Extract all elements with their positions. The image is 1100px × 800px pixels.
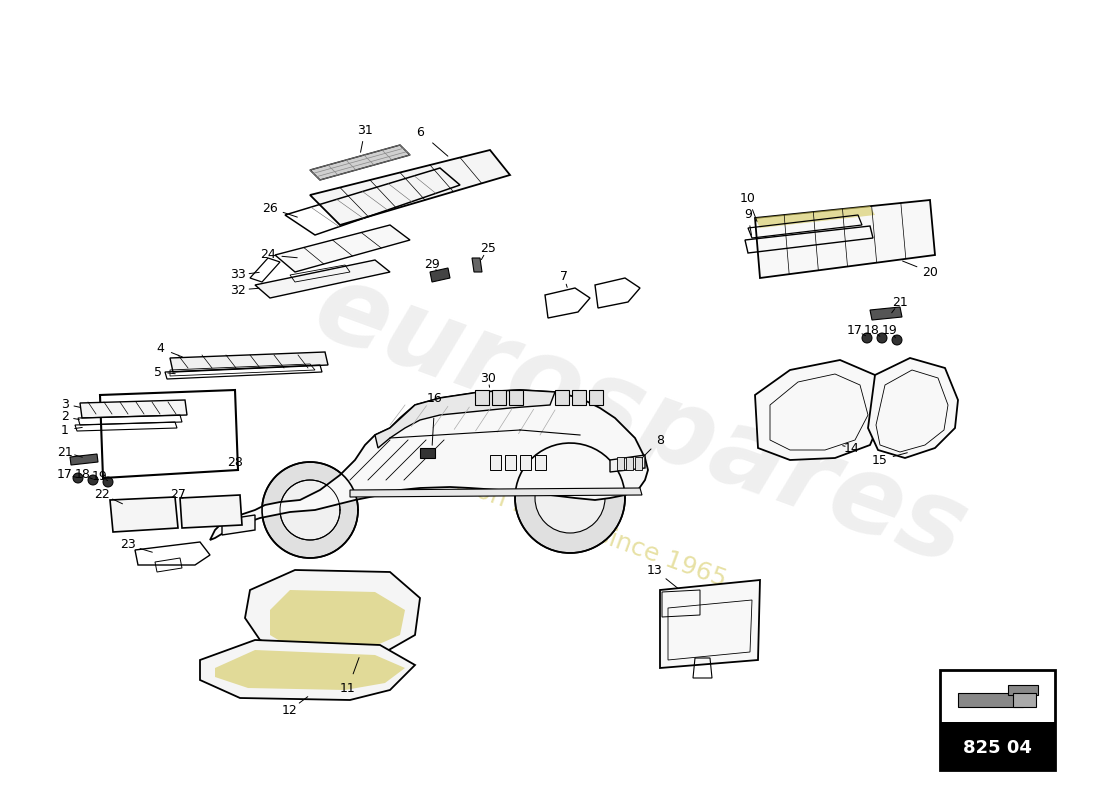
Text: 825 04: 825 04 (964, 739, 1032, 757)
Text: 18: 18 (865, 323, 880, 337)
Text: 29: 29 (425, 258, 440, 271)
Text: 7: 7 (560, 270, 568, 283)
Polygon shape (275, 225, 410, 272)
Polygon shape (222, 515, 255, 535)
Circle shape (892, 335, 902, 345)
Text: 2: 2 (62, 410, 69, 423)
Polygon shape (755, 206, 874, 228)
Text: 3: 3 (62, 398, 69, 410)
Polygon shape (868, 358, 958, 458)
Polygon shape (870, 307, 902, 320)
Text: a passion rooted since 1965: a passion rooted since 1965 (390, 448, 729, 592)
Text: 16: 16 (427, 391, 443, 405)
Polygon shape (492, 390, 506, 405)
Text: 31: 31 (358, 123, 373, 137)
Polygon shape (1013, 693, 1036, 707)
Circle shape (280, 480, 340, 540)
Polygon shape (375, 390, 556, 448)
Circle shape (73, 473, 82, 483)
Polygon shape (214, 650, 405, 690)
Polygon shape (520, 455, 531, 470)
Polygon shape (572, 390, 586, 405)
Polygon shape (472, 258, 482, 272)
Polygon shape (350, 488, 642, 497)
Polygon shape (170, 352, 328, 372)
Circle shape (88, 475, 98, 485)
Text: 27: 27 (170, 487, 186, 501)
Polygon shape (635, 457, 642, 470)
Polygon shape (180, 495, 242, 528)
Polygon shape (255, 260, 390, 298)
Text: 21: 21 (892, 295, 907, 309)
Text: 25: 25 (480, 242, 496, 254)
Polygon shape (505, 455, 516, 470)
Circle shape (862, 333, 872, 343)
Polygon shape (310, 145, 410, 180)
Text: 23: 23 (120, 538, 136, 551)
Text: 5: 5 (154, 366, 162, 378)
Polygon shape (310, 150, 510, 225)
Text: 11: 11 (340, 682, 356, 694)
Text: 12: 12 (282, 703, 298, 717)
Polygon shape (490, 455, 500, 470)
Text: 8: 8 (656, 434, 664, 446)
Polygon shape (662, 590, 700, 617)
Polygon shape (535, 455, 546, 470)
Text: 19: 19 (92, 470, 108, 482)
Polygon shape (588, 390, 603, 405)
Polygon shape (475, 390, 490, 405)
Circle shape (515, 443, 625, 553)
Polygon shape (210, 390, 648, 540)
Text: 9: 9 (744, 209, 752, 222)
Polygon shape (755, 360, 886, 460)
Polygon shape (270, 590, 405, 650)
Circle shape (103, 477, 113, 487)
Polygon shape (660, 580, 760, 668)
Polygon shape (245, 570, 420, 660)
Text: 4: 4 (156, 342, 164, 354)
Text: 28: 28 (227, 455, 243, 469)
Text: 15: 15 (872, 454, 888, 466)
Text: 26: 26 (262, 202, 278, 214)
Text: 18: 18 (75, 469, 91, 482)
Text: 30: 30 (480, 371, 496, 385)
Polygon shape (940, 722, 1055, 770)
Text: 14: 14 (844, 442, 860, 454)
Text: 22: 22 (95, 487, 110, 501)
Circle shape (262, 462, 358, 558)
Text: 24: 24 (260, 249, 276, 262)
Circle shape (535, 463, 605, 533)
Polygon shape (755, 200, 935, 278)
Polygon shape (509, 390, 522, 405)
Polygon shape (200, 640, 415, 700)
Text: 21: 21 (57, 446, 73, 458)
Text: 33: 33 (230, 269, 246, 282)
Bar (226, 518, 239, 530)
Text: 17: 17 (847, 323, 862, 337)
Text: 32: 32 (230, 283, 246, 297)
Polygon shape (617, 457, 624, 470)
Polygon shape (1008, 685, 1038, 695)
Circle shape (877, 333, 887, 343)
Text: 13: 13 (647, 563, 663, 577)
Polygon shape (430, 268, 450, 282)
Polygon shape (70, 454, 98, 465)
Bar (242, 518, 252, 530)
Polygon shape (110, 497, 178, 532)
Polygon shape (556, 390, 569, 405)
Text: 10: 10 (740, 191, 756, 205)
Text: 1: 1 (62, 423, 69, 437)
Text: eurospares: eurospares (300, 253, 980, 587)
Text: 20: 20 (922, 266, 938, 278)
Polygon shape (420, 448, 434, 458)
Polygon shape (80, 400, 187, 418)
Polygon shape (626, 457, 632, 470)
Text: 19: 19 (882, 323, 898, 337)
Polygon shape (940, 670, 1055, 770)
Text: 17: 17 (57, 469, 73, 482)
Text: 6: 6 (416, 126, 424, 138)
Polygon shape (610, 455, 645, 472)
Polygon shape (958, 693, 1023, 707)
